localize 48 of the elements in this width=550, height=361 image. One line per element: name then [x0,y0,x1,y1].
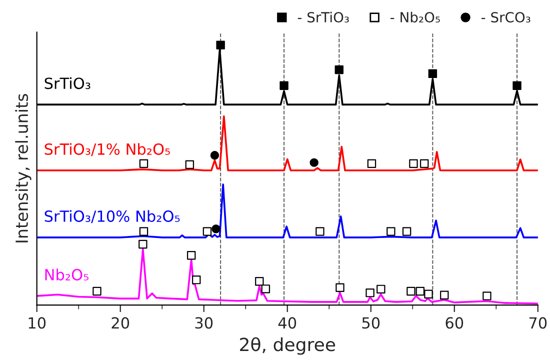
point [440,290,449,300]
series-label: SrTiO₃/1% Nb₂O₅ [44,143,170,156]
point [367,159,376,168]
x-tick-label: 20 [112,317,130,329]
point [212,224,220,234]
point [420,159,429,168]
x-axis-title: 2θ, degree [240,337,336,355]
point [216,40,225,50]
point [192,275,201,284]
point [280,81,288,90]
point [376,284,386,294]
series-label: SrTiO₃/10% Nb₂O₅ [44,210,180,224]
point [336,283,344,292]
y-axis-title: Intensity, rel.units [15,94,32,242]
point [92,286,102,296]
point [202,227,212,236]
x-tick-label: 50 [362,317,380,329]
point [334,65,344,74]
x-tick-label: 40 [278,317,296,329]
legend-label: - SrCO₃ [481,12,530,22]
point [255,277,264,286]
point [482,292,492,300]
point [402,227,412,236]
point [138,240,148,249]
x-tick-label: 30 [195,317,213,329]
point [316,227,324,236]
x-tick-label: 10 [28,317,46,329]
x-tick-label: 70 [529,317,547,329]
point [310,158,318,167]
point [210,150,220,160]
point [416,286,425,296]
point [512,81,522,90]
point [428,69,438,78]
series-label: SrTiO₃ [44,77,90,90]
point [186,251,196,260]
x-tick-label: 60 [446,317,464,329]
legend-label: - SrTiO₃ [298,12,349,22]
point [139,159,148,168]
point [185,160,194,170]
legend-label: - Nb₂O₅ [390,12,440,22]
point [409,159,418,168]
point [386,227,396,236]
point [366,288,374,298]
point [261,284,270,294]
series-label: Nb₂O₅ [45,268,88,280]
point [406,286,416,296]
point [424,290,433,298]
point [139,227,148,236]
